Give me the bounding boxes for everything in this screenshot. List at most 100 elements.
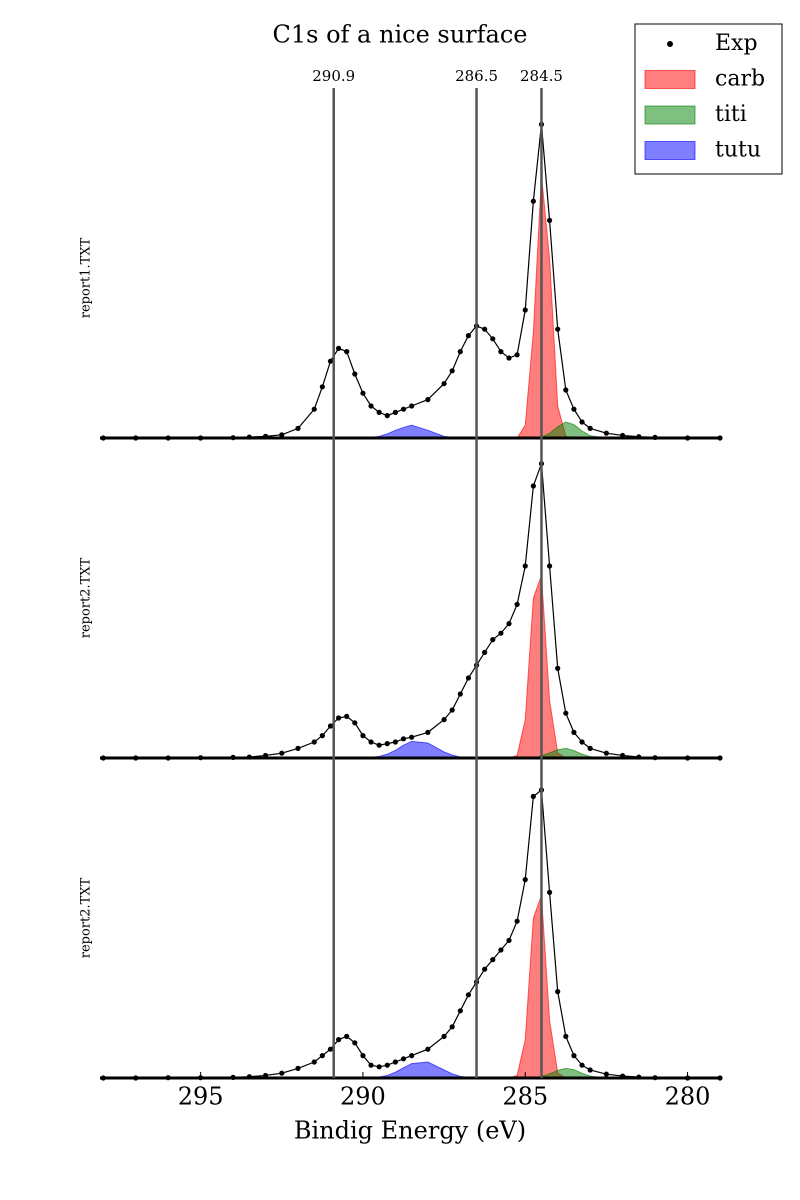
legend-swatch — [644, 105, 696, 125]
exp-line — [103, 124, 720, 439]
exp-point — [587, 425, 593, 431]
exp-point — [327, 1046, 334, 1052]
exp-point — [490, 637, 496, 643]
exp-point — [295, 425, 301, 431]
exp-point — [498, 349, 504, 355]
exp-point — [360, 390, 366, 396]
exp-point — [376, 1064, 382, 1070]
x-tick-label: 290 — [340, 1083, 386, 1111]
exp-point — [400, 1056, 407, 1062]
component-area — [103, 895, 720, 1079]
reference-label: 290.9 — [312, 67, 355, 85]
exp-point — [482, 649, 488, 656]
exp-point — [514, 918, 520, 924]
exp-point — [571, 729, 577, 736]
exp-point — [295, 1065, 301, 1071]
x-tick-label: 280 — [665, 1083, 711, 1111]
y-axis-label: report2.TXT — [79, 877, 94, 958]
exp-point — [376, 409, 382, 415]
exp-point — [498, 947, 504, 953]
exp-point — [368, 1062, 374, 1068]
exp-point — [587, 745, 593, 752]
x-axis-label: Bindig Energy (eV) — [294, 1117, 526, 1145]
exp-point — [279, 432, 285, 438]
exp-point — [352, 1040, 358, 1046]
exp-point — [335, 345, 342, 351]
exp-point — [344, 713, 350, 720]
exp-point — [441, 717, 447, 723]
component-area — [103, 175, 720, 439]
exp-point — [425, 1046, 431, 1052]
legend-label: carb — [715, 67, 765, 92]
exp-point — [514, 352, 520, 358]
chart-title: C1s of a nice surface — [273, 21, 528, 49]
x-tick-label: 285 — [502, 1083, 548, 1111]
legend-marker — [667, 41, 673, 47]
legend-swatch — [644, 70, 696, 89]
exp-point — [392, 409, 398, 415]
legend-label: titi — [715, 102, 747, 127]
exp-point — [384, 413, 390, 419]
exp-point — [465, 992, 472, 998]
exp-point — [279, 750, 285, 756]
y-axis-label: report2.TXT — [79, 557, 94, 638]
y-axis-label: report1.TXT — [79, 237, 94, 318]
reference-label: 286.5 — [455, 67, 498, 85]
legend: Exp carb titi tutu — [634, 23, 783, 175]
exp-point — [319, 1053, 325, 1059]
exp-point — [368, 739, 374, 745]
exp-point — [579, 739, 585, 745]
exp-point — [400, 406, 407, 412]
exp-point — [457, 1008, 463, 1014]
exp-point — [587, 1067, 593, 1073]
exp-point — [555, 665, 561, 672]
exp-point — [441, 1033, 447, 1039]
exp-point — [522, 307, 528, 313]
exp-point — [603, 1071, 609, 1077]
exp-point — [319, 733, 325, 739]
legend-label: tutu — [715, 138, 761, 163]
exp-point — [563, 387, 569, 393]
exp-point — [352, 720, 358, 726]
exp-line — [103, 788, 720, 1079]
exp-point — [579, 1062, 585, 1068]
exp-point — [449, 707, 455, 713]
panel: report1.TXT — [79, 121, 723, 441]
exp-point — [490, 957, 496, 963]
component-area — [103, 575, 720, 759]
legend-swatch — [644, 141, 696, 160]
exp-line — [103, 463, 720, 759]
exp-point — [425, 397, 431, 403]
exp-point — [465, 675, 472, 681]
exp-point — [449, 1024, 455, 1030]
exp-point — [360, 733, 366, 739]
panel: report2.TXT 295 290 285 280 Bindig Energy (eV… — [79, 787, 723, 1145]
exp-point — [409, 403, 415, 409]
exp-point — [368, 403, 374, 409]
exp-point — [506, 621, 512, 627]
exp-point — [392, 1059, 398, 1065]
exp-point — [514, 601, 520, 608]
exp-point — [295, 745, 301, 752]
exp-point — [457, 691, 463, 697]
exp-point — [498, 630, 504, 636]
exp-point — [506, 355, 512, 361]
exp-point — [319, 384, 325, 390]
exp-point — [603, 750, 609, 756]
exp-point — [490, 336, 496, 342]
legend-label: Exp — [715, 31, 758, 56]
exp-point — [482, 326, 488, 332]
exp-point — [579, 419, 585, 425]
exp-point — [311, 406, 317, 412]
x-tick-label: 295 — [178, 1083, 224, 1111]
exp-point — [571, 1053, 577, 1059]
exp-point — [384, 1062, 390, 1068]
exp-point — [530, 483, 536, 489]
exp-point — [311, 1059, 317, 1065]
exp-point — [546, 217, 553, 223]
exp-point — [376, 742, 382, 748]
exp-point — [327, 723, 334, 729]
reference-label: 284.5 — [520, 67, 563, 85]
exp-point — [311, 739, 317, 745]
exp-point — [384, 741, 390, 747]
